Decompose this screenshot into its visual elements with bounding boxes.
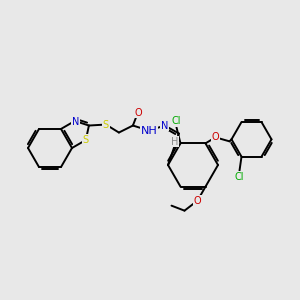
Text: O: O bbox=[212, 132, 219, 142]
Text: S: S bbox=[103, 119, 109, 130]
Text: NH: NH bbox=[140, 125, 157, 136]
Text: S: S bbox=[83, 135, 89, 145]
Text: O: O bbox=[134, 107, 142, 118]
Text: N: N bbox=[161, 121, 169, 130]
Text: O: O bbox=[194, 196, 201, 206]
Text: H: H bbox=[171, 136, 178, 146]
Text: N: N bbox=[72, 117, 79, 127]
Text: Cl: Cl bbox=[172, 116, 181, 126]
Text: Cl: Cl bbox=[235, 172, 244, 182]
